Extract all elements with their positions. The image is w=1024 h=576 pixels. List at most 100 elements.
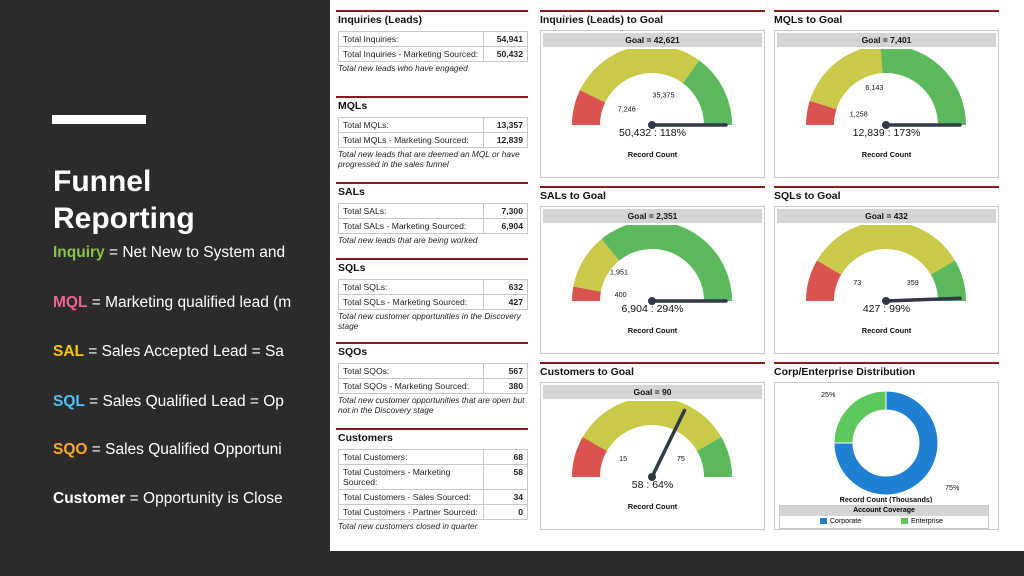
gauge-panel: Goal = 42,621 0 50,432 7,246 35,375 50,432 … [540, 30, 765, 178]
definition-mql: MQL = Marketing qualified lead (m [53, 294, 291, 312]
enterprise-swatch [901, 518, 909, 525]
accent-bar [52, 115, 146, 124]
gauge-band-red [572, 437, 607, 477]
gauge-needle-hub [882, 121, 890, 129]
row-label: Total MQLs - Marketing Sourced: [338, 132, 484, 148]
donut-chart: 25% 75% Record Count (Thousands) [821, 390, 960, 503]
row-value: 54,941 [483, 31, 528, 47]
gauge-needle-hub [882, 297, 890, 305]
row-label: Total MQLs: [338, 117, 484, 133]
card-title: SQLs to Goal [774, 186, 999, 206]
gauge-card-sals: SALs to Goal Goal = 2,351 0 6,904 400 1,951… [540, 186, 765, 354]
gauge-threshold-low-label: 73 [853, 278, 861, 287]
gauge-ratio: 58 : 64% [631, 479, 674, 491]
pct-corporate-label: 75% [945, 483, 960, 492]
stats-sqos: SQOs Total SQOs: 567 Total SQOs - Marketi… [336, 342, 528, 415]
row-value: 68 [483, 449, 528, 465]
gauge-band-yellow [582, 401, 722, 451]
row-value: 34 [483, 489, 528, 505]
row-label: Total Customers - Marketing Sourced: [338, 464, 484, 490]
row-value: 13,357 [483, 117, 528, 133]
gauge-max-label: 432 [964, 304, 976, 305]
row-value: 427 [483, 294, 528, 310]
definition-text: = Sales Qualified Lead = Op [84, 393, 284, 410]
gauge-ratio: 427 : 99% [862, 303, 911, 315]
gauge-min-label: 0 [568, 480, 572, 481]
table-row: Total Customers: 68 [338, 449, 528, 465]
gauge-min-label: 0 [802, 128, 806, 129]
legend-enterprise: Enterprise [911, 518, 943, 525]
table-row: Total MQLs - Marketing Sourced: 12,839 [338, 132, 528, 148]
gauge-band-red [806, 260, 842, 301]
definition-text: = Net New to System and [104, 244, 286, 261]
gauge-band-red [806, 100, 837, 125]
row-label: Total SQLs - Marketing Sourced: [338, 294, 484, 310]
card-title: SALs to Goal [540, 186, 765, 206]
corporate-swatch [820, 518, 827, 525]
gauge-threshold-high-label: 359 [907, 278, 919, 287]
section-note: Total new customer opportunities in the … [338, 311, 521, 331]
legend: Account Coverage Corporate Enterprise [779, 505, 989, 529]
section-title: MQLs [336, 96, 528, 115]
gauge-ratio: 6,904 : 294% [621, 303, 684, 315]
definition-customer: Customer = Opportunity is Close [53, 490, 283, 508]
table-row: Total Inquiries: 54,941 [338, 31, 528, 47]
table-row: Total Customers - Sales Sourced: 34 [338, 489, 528, 505]
gauge-threshold-low-label: 15 [619, 454, 627, 463]
definition-inquiry: Inquiry = Net New to System and [53, 244, 285, 262]
table-row: Total SQOs: 567 [338, 363, 528, 379]
gauge-min-label: 0 [568, 304, 572, 305]
term: MQL [53, 294, 88, 311]
table-row: Total Customers - Partner Sourced: 0 [338, 504, 528, 520]
row-value: 7,300 [483, 203, 528, 219]
slide-title: Funnel Reporting [53, 165, 195, 235]
gauge-chart: 0 432 73 359 [802, 225, 976, 305]
section-note: Total new leads that are deemed an MQL o… [338, 149, 520, 169]
gauge-band-yellow [817, 225, 955, 275]
gauge-record-label: Record Count [627, 326, 678, 335]
card-title: Customers to Goal [540, 362, 765, 382]
gauge-threshold-high-label: 6,143 [865, 83, 883, 92]
gauge-needle [884, 296, 962, 303]
table-row: Total SQLs - Marketing Sourced: 427 [338, 294, 528, 310]
section-note: Total new leads who have engaged [338, 63, 468, 73]
definition-sql: SQL = Sales Qualified Lead = Op [53, 393, 284, 411]
card-title: MQLs to Goal [774, 10, 999, 30]
gauge-record-label: Record Count [861, 326, 912, 335]
gauge-chart: 0 50,432 7,246 35,375 [568, 49, 747, 129]
gauge-ratio: 12,839 : 173% [852, 127, 921, 139]
stats-sqls: SQLs Total SQLs: 632 Total SQLs - Marketi… [336, 258, 528, 331]
section-title: SQOs [336, 342, 528, 361]
table-row: Total SALs - Marketing Sourced: 6,904 [338, 218, 528, 234]
gauge-chart: 0 90 15 75 [568, 401, 740, 481]
gauge-band-green [682, 60, 732, 126]
row-label: Total Inquiries - Marketing Sourced: [338, 46, 484, 62]
stats-table: Total Customers: 68 Total Customers - Mar… [338, 449, 528, 520]
gauge-threshold-high-label: 75 [677, 454, 685, 463]
row-value: 0 [483, 504, 528, 520]
row-label: Total SQOs: [338, 363, 484, 379]
definition-text: = Sales Accepted Lead = Sa [84, 343, 284, 360]
gauge-record-label: Record Count [627, 150, 678, 159]
gauge-max-label: 90 [732, 480, 740, 481]
row-value: 58 [483, 464, 528, 490]
gauge-max-label: 6,904 [727, 304, 745, 305]
record-count-label: Record Count (Thousands) [840, 495, 933, 503]
row-label: Total Inquiries: [338, 31, 484, 47]
row-value: 380 [483, 378, 528, 394]
gauge-record-label: Record Count [861, 150, 912, 159]
term: SQL [53, 393, 85, 410]
stats-customers: Customers Total Customers: 68 Total Custo… [336, 428, 528, 531]
gauge-threshold-low-label: 7,246 [618, 104, 636, 113]
stats-table: Total MQLs: 13,357 Total MQLs - Marketing… [338, 117, 528, 148]
gauge-band-red [572, 90, 606, 125]
table-row: Total SQLs: 632 [338, 279, 528, 295]
legend-title: Account Coverage [780, 506, 988, 516]
term: SQO [53, 441, 88, 458]
gauge-card-mqls: MQLs to Goal Goal = 7,401 0 12,839 1,258 6,… [774, 10, 999, 178]
section-note: Total new customer opportunities that ar… [338, 395, 525, 415]
stats-table: Total Inquiries: 54,941 Total Inquiries -… [338, 31, 528, 62]
distribution-panel: 25% 75% Record Count (Thousands) Account… [774, 382, 999, 530]
gauge-band-green [697, 437, 732, 477]
goal-bar: Goal = 2,351 [543, 209, 762, 223]
